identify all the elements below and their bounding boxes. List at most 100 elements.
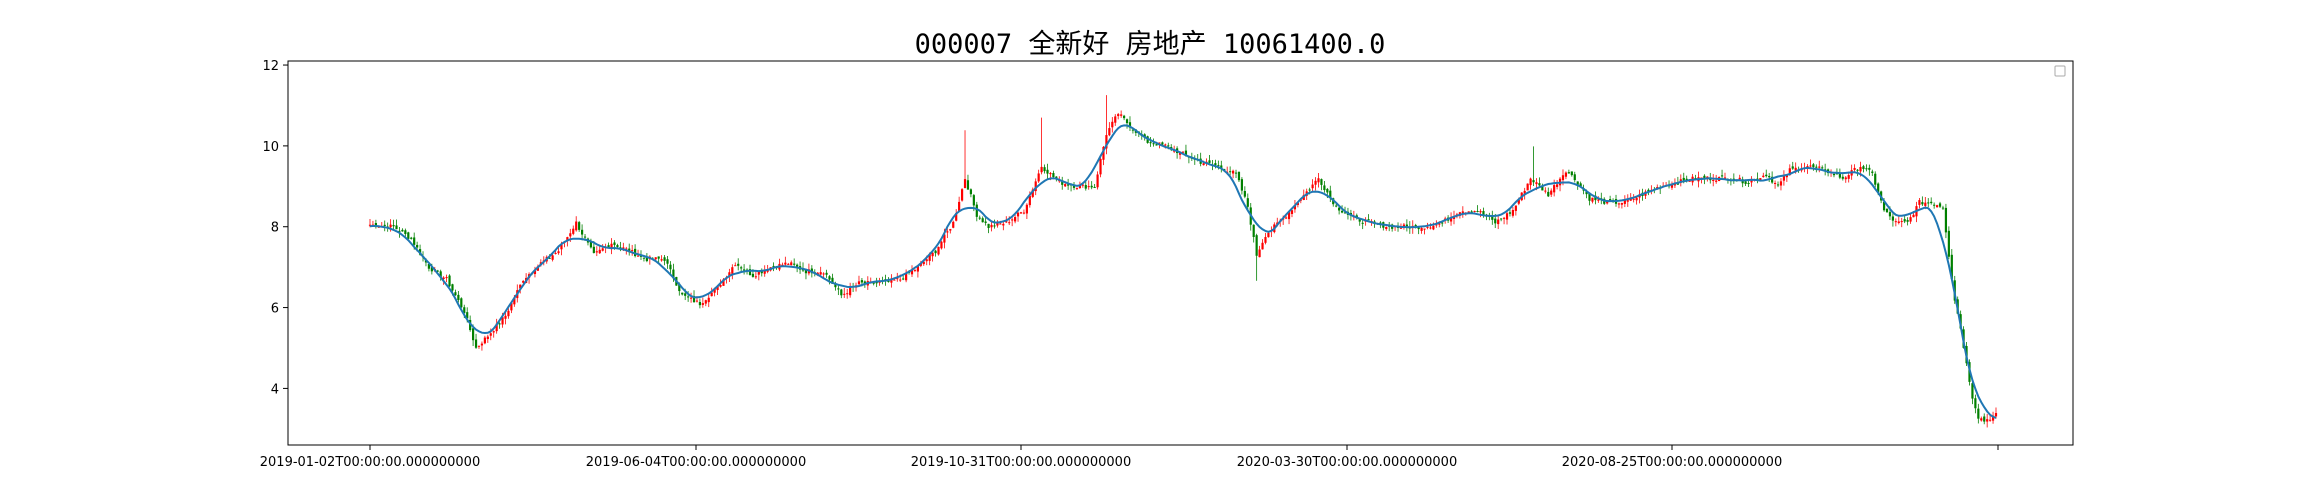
candle-body: [451, 284, 454, 291]
candle-body: [427, 264, 431, 269]
candle-body: [601, 248, 604, 251]
candle-body: [1181, 151, 1185, 153]
candle-body: [793, 263, 796, 265]
candle-body: [1891, 216, 1895, 221]
candle-body: [1894, 221, 1897, 223]
candle-body: [704, 300, 707, 304]
candle-body: [401, 229, 404, 232]
candle-body: [1479, 211, 1482, 213]
candle-body: [1329, 190, 1332, 198]
candle: [760, 268, 763, 277]
candle-body: [1750, 180, 1753, 183]
candle-body: [1355, 215, 1358, 218]
candle-body: [1723, 177, 1727, 179]
candle-body: [1311, 184, 1314, 189]
candle-body: [1011, 219, 1014, 221]
candle: [1220, 160, 1223, 173]
candle-body: [657, 256, 660, 259]
candle-body: [692, 295, 696, 303]
candle-body: [1155, 144, 1158, 146]
candle-body: [849, 287, 852, 296]
candle: [1382, 221, 1385, 231]
candle-body: [404, 230, 407, 235]
candle: [1862, 164, 1865, 173]
candle: [660, 255, 663, 262]
candle-body: [566, 237, 569, 242]
candle-body: [1635, 197, 1638, 201]
candle-body: [548, 257, 551, 259]
candle: [454, 289, 457, 296]
candle: [1046, 163, 1049, 179]
candle: [395, 219, 398, 230]
candle-body: [1028, 195, 1031, 206]
candle-body: [1853, 167, 1856, 170]
candle-body: [1217, 165, 1220, 167]
candle-body: [583, 236, 587, 238]
candle-body: [987, 223, 990, 229]
candle: [1476, 205, 1479, 213]
candle: [1329, 185, 1332, 202]
candle-body: [1417, 227, 1420, 230]
candle-body: [1779, 181, 1783, 186]
candle-body: [463, 307, 466, 314]
candle-body: [575, 221, 578, 231]
y-tick-label: 10: [262, 140, 279, 155]
candle-body: [1379, 222, 1382, 224]
candle-body: [754, 276, 757, 278]
candle-body: [1688, 180, 1691, 182]
candle: [474, 333, 478, 349]
candle-body: [1214, 163, 1217, 166]
candle: [498, 322, 501, 329]
candle-body: [1980, 418, 1983, 421]
candle: [669, 261, 672, 276]
candle-body: [1067, 184, 1070, 186]
candle: [1871, 169, 1874, 177]
candle: [1986, 413, 1989, 428]
candle: [1231, 169, 1235, 179]
candle-body: [1399, 227, 1403, 229]
candle-body: [1502, 217, 1506, 219]
candle-body: [1912, 214, 1915, 218]
candle: [1002, 221, 1005, 231]
candle-body: [913, 269, 917, 271]
candle-body: [1284, 217, 1288, 219]
candle-body: [1670, 183, 1674, 188]
candle-body: [716, 285, 719, 291]
candle-body: [960, 189, 964, 201]
candle-body: [1529, 178, 1532, 186]
candle-body: [896, 278, 899, 280]
candle-body: [902, 278, 905, 280]
candle: [975, 201, 978, 222]
candle-body: [1703, 175, 1706, 179]
candle-body: [1476, 210, 1479, 212]
candle: [1909, 212, 1912, 224]
candle: [631, 244, 634, 256]
candle: [610, 238, 613, 255]
candle-body: [1096, 174, 1099, 188]
candle: [445, 274, 448, 283]
candle-body: [569, 233, 572, 237]
candle: [1405, 219, 1408, 232]
candle-body: [560, 244, 563, 250]
candle: [1980, 416, 1983, 422]
candle: [960, 188, 964, 202]
candle-body: [1075, 188, 1079, 190]
candle-body: [595, 251, 598, 253]
candle-body: [1762, 175, 1765, 178]
candle-body: [519, 284, 522, 289]
candle: [701, 297, 704, 308]
candle-body: [1161, 142, 1164, 145]
candle-body: [1258, 249, 1261, 258]
candle-body: [1994, 413, 1998, 417]
candle: [1983, 413, 1986, 425]
candle-body: [934, 250, 937, 254]
candle-body: [905, 272, 908, 281]
candle-body: [1220, 165, 1223, 169]
candle: [628, 243, 631, 256]
candle-body: [392, 225, 395, 227]
candle-body: [1815, 166, 1818, 168]
candle-body: [510, 303, 513, 311]
candle: [1944, 203, 1948, 239]
candle-body: [636, 255, 640, 257]
candle-body: [1744, 181, 1747, 184]
